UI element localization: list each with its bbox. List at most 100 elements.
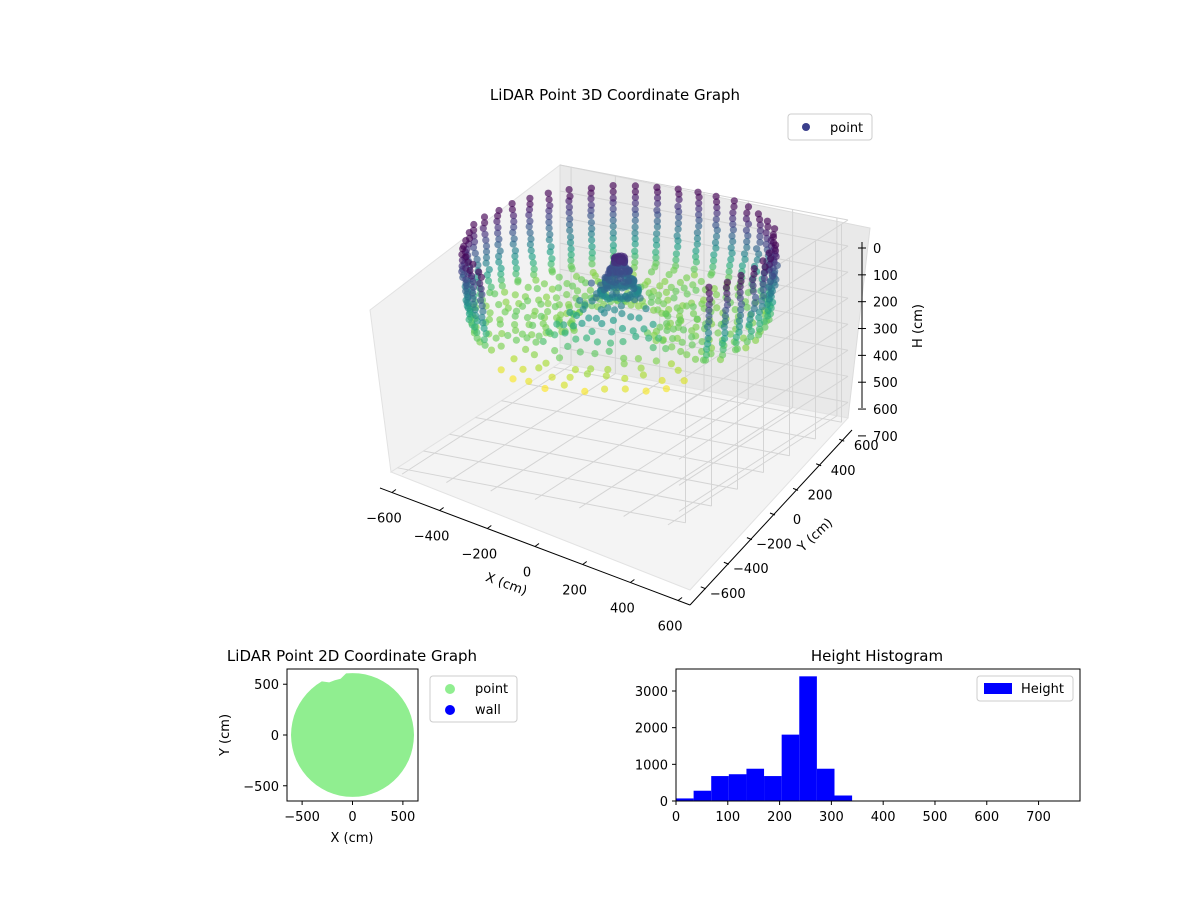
point-3d	[695, 199, 703, 207]
y-tick-2d: −500	[243, 780, 279, 795]
histogram-bar	[728, 774, 747, 801]
point-3d	[528, 253, 536, 261]
legend-2d-wall-marker	[445, 705, 455, 715]
point-3d	[609, 234, 617, 242]
point-3d	[712, 291, 721, 299]
point-3d	[656, 282, 664, 290]
point-3d	[653, 183, 661, 191]
point-3d	[760, 274, 769, 282]
x-tick-histogram: 300	[819, 810, 844, 825]
point-3d	[510, 321, 519, 329]
point-3d	[524, 297, 532, 305]
point-3d	[702, 351, 711, 359]
point-3d	[653, 206, 661, 214]
point-3d	[552, 294, 561, 302]
point-3d	[771, 225, 779, 233]
point-3d	[710, 285, 718, 293]
point-3d	[465, 310, 473, 318]
point-3d	[482, 254, 491, 262]
point-3d	[566, 373, 574, 381]
point-3d	[674, 185, 682, 193]
point-3d	[744, 232, 752, 240]
point-3d	[511, 291, 519, 299]
point-3d	[752, 336, 760, 344]
point-3d	[721, 334, 729, 343]
point-3d	[766, 278, 774, 286]
point-3d	[585, 314, 593, 322]
point-3d	[664, 312, 672, 320]
point-3d	[462, 237, 470, 245]
point-3d	[510, 223, 518, 231]
point-3d	[588, 327, 596, 336]
point-3d	[598, 320, 606, 328]
point-3d	[485, 266, 493, 274]
point-3d	[555, 354, 564, 362]
point-3d	[608, 328, 616, 336]
point-3d	[576, 296, 584, 305]
point-3d	[747, 327, 756, 335]
y-tick-histogram: 0	[660, 795, 668, 810]
point-3d	[472, 311, 480, 320]
point-3d	[518, 302, 527, 310]
point-3d	[587, 279, 596, 287]
point-3d	[511, 247, 519, 255]
point-3d	[647, 298, 655, 306]
point-3d	[736, 294, 744, 302]
point-3d	[690, 271, 699, 279]
point-3d	[652, 241, 661, 249]
point-3d	[692, 247, 700, 255]
x-tick-2d: 0	[348, 810, 356, 825]
point-3d	[462, 253, 470, 261]
point-3d	[759, 286, 767, 294]
point-3d	[729, 226, 738, 234]
point-3d	[537, 300, 545, 308]
point-3d	[581, 292, 589, 300]
point-3d	[512, 336, 521, 344]
x-axis-label-2d: X (cm)	[331, 831, 374, 846]
point-3d	[695, 222, 703, 230]
point-3d	[604, 304, 612, 312]
legend-histogram: Height	[976, 675, 1074, 702]
point-3d	[469, 283, 477, 291]
point-3d	[750, 265, 758, 273]
x-tick-histogram: 100	[715, 810, 740, 825]
point-3d	[494, 212, 502, 220]
point-3d	[728, 249, 736, 257]
point-3d	[755, 331, 763, 339]
point-3d	[674, 366, 682, 374]
point-3d	[514, 276, 522, 284]
point-3d	[713, 198, 721, 206]
z-tick-3d: 700	[873, 430, 898, 445]
point-3d	[631, 296, 639, 304]
point-3d	[756, 227, 765, 235]
point-3d	[680, 284, 688, 292]
point-3d	[704, 340, 712, 348]
point-3d	[642, 305, 650, 313]
point-3d	[752, 293, 760, 302]
point-3d	[479, 319, 487, 327]
point-3d	[486, 309, 494, 317]
point-3d	[769, 233, 778, 241]
point-3d	[611, 306, 619, 314]
point-3d	[525, 211, 533, 219]
point-3d	[729, 209, 737, 217]
point-3d	[756, 238, 764, 246]
histogram-bar	[764, 776, 782, 801]
point-3d	[756, 319, 764, 328]
point-3d	[487, 346, 496, 354]
y-tick-3d: 400	[831, 464, 856, 479]
point-3d	[471, 249, 479, 257]
point-3d	[731, 306, 739, 314]
point-3d	[691, 355, 700, 363]
point-3d	[750, 305, 758, 313]
point-3d	[548, 285, 557, 293]
point-3d	[653, 217, 661, 225]
point-3d	[583, 370, 592, 378]
z-tick-3d: 500	[873, 376, 898, 391]
point-3d	[588, 243, 596, 251]
point-3d	[609, 210, 617, 219]
point-3d	[600, 309, 608, 317]
y-tick-3d: 200	[808, 488, 833, 503]
point-3d	[725, 267, 733, 276]
point-3d	[634, 355, 643, 363]
